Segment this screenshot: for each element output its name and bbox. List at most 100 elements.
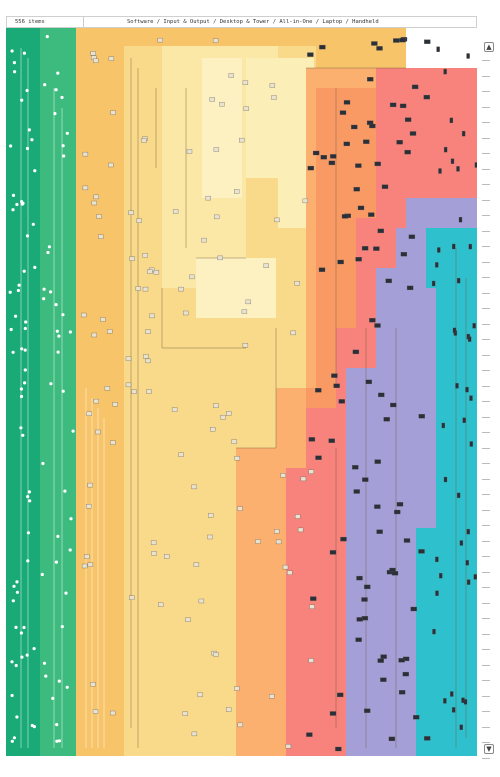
software-item-icon [12, 61, 16, 65]
product-thumbnail [96, 214, 102, 219]
product-thumbnail [294, 281, 300, 286]
product-thumbnail [142, 253, 148, 258]
product-thumbnail [287, 570, 293, 575]
product-thumbnail [131, 389, 137, 394]
scroll-up-button[interactable]: ▲ [484, 42, 494, 52]
product-thumbnail [234, 456, 240, 461]
product-thumbnail [135, 286, 141, 291]
lineage-line [161, 288, 246, 349]
product-thumbnail [104, 386, 111, 391]
year-tick [482, 230, 490, 232]
product-thumbnail [443, 476, 448, 483]
product-thumbnail [319, 44, 326, 50]
product-thumbnail [443, 698, 447, 704]
year-tick [482, 525, 490, 526]
product-thumbnail [351, 124, 358, 130]
product-thumbnail [396, 502, 404, 507]
software-item-icon [22, 269, 26, 273]
product-thumbnail [90, 682, 96, 687]
product-thumbnail [394, 509, 401, 515]
product-thumbnail [432, 628, 436, 635]
product-thumbnail [463, 699, 468, 705]
product-thumbnail [356, 575, 363, 581]
product-thumbnail [388, 736, 396, 742]
product-thumbnail [308, 469, 314, 474]
software-item-icon [22, 625, 26, 630]
product-thumbnail [363, 139, 370, 144]
software-item-icon [28, 499, 32, 503]
product-thumbnail [147, 269, 153, 274]
product-thumbnail [356, 617, 363, 622]
product-thumbnail [355, 257, 362, 262]
product-thumbnail [201, 237, 207, 243]
product-thumbnail [243, 106, 249, 111]
product-thumbnail [398, 690, 406, 695]
software-item-icon [23, 368, 27, 372]
product-thumbnail [339, 110, 347, 115]
year-tick [482, 680, 490, 681]
year-tick [482, 742, 490, 743]
software-item-icon [45, 35, 49, 39]
year-tick [482, 354, 490, 356]
software-item-icon [26, 559, 30, 563]
product-thumbnail [331, 373, 338, 378]
year-tick [482, 261, 490, 263]
product-thumbnail [355, 163, 362, 168]
product-thumbnail [376, 529, 383, 534]
year-tick [482, 649, 490, 650]
year-tick [482, 463, 490, 464]
product-thumbnail [274, 217, 280, 223]
product-thumbnail [449, 117, 454, 124]
software-lines [20, 48, 105, 748]
product-thumbnail [435, 556, 439, 563]
software-item-icon [11, 193, 16, 197]
product-thumbnail [91, 200, 97, 206]
year-tick [482, 416, 490, 418]
software-item-icon [27, 128, 31, 132]
product-thumbnail [443, 68, 447, 75]
product-thumbnail [309, 604, 315, 609]
year-tick [482, 308, 490, 309]
year-tick [482, 618, 490, 619]
product-thumbnail [150, 540, 157, 545]
product-thumbnail [374, 504, 381, 509]
product-thumbnail [469, 395, 473, 401]
software-item-icon [23, 381, 27, 385]
product-thumbnail [393, 38, 400, 43]
software-item-icon [47, 245, 52, 249]
product-thumbnail [92, 709, 99, 714]
desktop-tower-inner-c [246, 58, 314, 228]
software-item-icon [15, 590, 19, 594]
product-thumbnail [357, 205, 365, 211]
software-item-icon [68, 548, 72, 552]
product-thumbnail [300, 476, 307, 482]
software-item-icon [33, 169, 37, 173]
product-thumbnail [239, 137, 245, 143]
product-thumbnail [308, 658, 314, 663]
software-item-icon [65, 685, 69, 689]
software-item-icon [17, 283, 21, 287]
product-thumbnail [371, 41, 378, 46]
product-thumbnail [452, 243, 456, 250]
scroll-down-button[interactable]: ▼ [484, 744, 494, 754]
software-item-icon [40, 572, 44, 577]
software-item-icon [49, 382, 53, 386]
product-thumbnail [302, 198, 308, 204]
product-thumbnail [369, 123, 376, 129]
product-thumbnail [108, 162, 114, 168]
product-thumbnail [158, 602, 164, 607]
product-thumbnail [220, 415, 226, 420]
product-thumbnail [418, 414, 425, 419]
year-tick [482, 370, 490, 371]
product-thumbnail [443, 146, 448, 153]
product-thumbnail [315, 388, 322, 393]
product-thumbnail [208, 513, 214, 518]
software-item-icon [19, 631, 23, 635]
product-thumbnail [242, 343, 249, 348]
product-thumbnail [213, 652, 219, 657]
product-thumbnail [456, 277, 461, 284]
product-thumbnail [315, 455, 322, 460]
product-thumbnail [320, 155, 327, 160]
year-tick [482, 664, 490, 666]
